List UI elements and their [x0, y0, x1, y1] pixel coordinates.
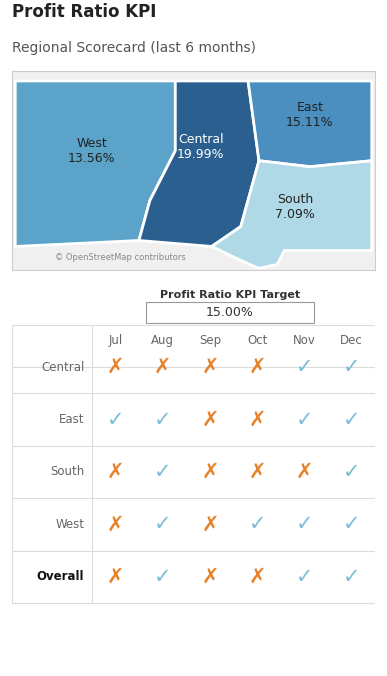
Text: ✓: ✓ [106, 410, 124, 429]
Text: ✗: ✗ [106, 567, 124, 587]
Text: ✗: ✗ [248, 567, 266, 587]
Text: Profit Ratio KPI: Profit Ratio KPI [12, 3, 156, 22]
Text: ✓: ✓ [343, 462, 361, 482]
Text: ✗: ✗ [106, 462, 124, 482]
Text: ✗: ✗ [201, 410, 219, 429]
Text: ✗: ✗ [201, 357, 219, 377]
Polygon shape [248, 81, 372, 167]
Text: 15.00%: 15.00% [206, 306, 254, 319]
Text: ✓: ✓ [296, 514, 313, 535]
Text: South
7.09%: South 7.09% [276, 193, 315, 220]
Text: ✓: ✓ [248, 514, 266, 535]
Text: ✓: ✓ [343, 514, 361, 535]
Text: East: East [59, 413, 84, 426]
Text: ✓: ✓ [154, 462, 171, 482]
Text: ✗: ✗ [201, 567, 219, 587]
Text: ✗: ✗ [296, 462, 313, 482]
Text: ✓: ✓ [296, 357, 313, 377]
Polygon shape [139, 81, 259, 247]
Polygon shape [15, 81, 175, 247]
Text: ✗: ✗ [106, 514, 124, 535]
Text: © OpenStreetMap contributors: © OpenStreetMap contributors [55, 254, 186, 262]
Text: ✓: ✓ [343, 410, 361, 429]
Polygon shape [212, 161, 372, 268]
Text: ✓: ✓ [154, 410, 171, 429]
Text: East
15.11%: East 15.11% [286, 101, 334, 129]
Text: Regional Scorecard (last 6 months): Regional Scorecard (last 6 months) [12, 41, 255, 55]
Text: ✓: ✓ [154, 514, 171, 535]
Text: ✗: ✗ [154, 357, 171, 377]
Text: ✓: ✓ [154, 567, 171, 587]
Text: ✗: ✗ [201, 514, 219, 535]
Text: ✗: ✗ [201, 462, 219, 482]
Text: Overall: Overall [37, 571, 84, 583]
Text: ✓: ✓ [296, 567, 313, 587]
Text: West: West [55, 518, 84, 531]
Text: Oct: Oct [247, 335, 267, 347]
Text: ✓: ✓ [296, 410, 313, 429]
Text: ✓: ✓ [343, 357, 361, 377]
Text: ✗: ✗ [248, 410, 266, 429]
Text: Dec: Dec [341, 335, 363, 347]
Text: South: South [50, 466, 84, 479]
Text: West
13.56%: West 13.56% [68, 137, 115, 165]
Text: Aug: Aug [151, 335, 174, 347]
Text: Profit Ratio KPI Target: Profit Ratio KPI Target [160, 290, 300, 300]
FancyBboxPatch shape [146, 302, 313, 323]
Text: Central: Central [41, 360, 84, 374]
Text: ✗: ✗ [248, 462, 266, 482]
Text: Central
19.99%: Central 19.99% [177, 132, 224, 161]
Text: Jul: Jul [108, 335, 122, 347]
Text: ✗: ✗ [106, 357, 124, 377]
Text: ✓: ✓ [343, 567, 361, 587]
Text: Nov: Nov [293, 335, 316, 347]
Text: ✗: ✗ [248, 357, 266, 377]
Text: Sep: Sep [199, 335, 221, 347]
